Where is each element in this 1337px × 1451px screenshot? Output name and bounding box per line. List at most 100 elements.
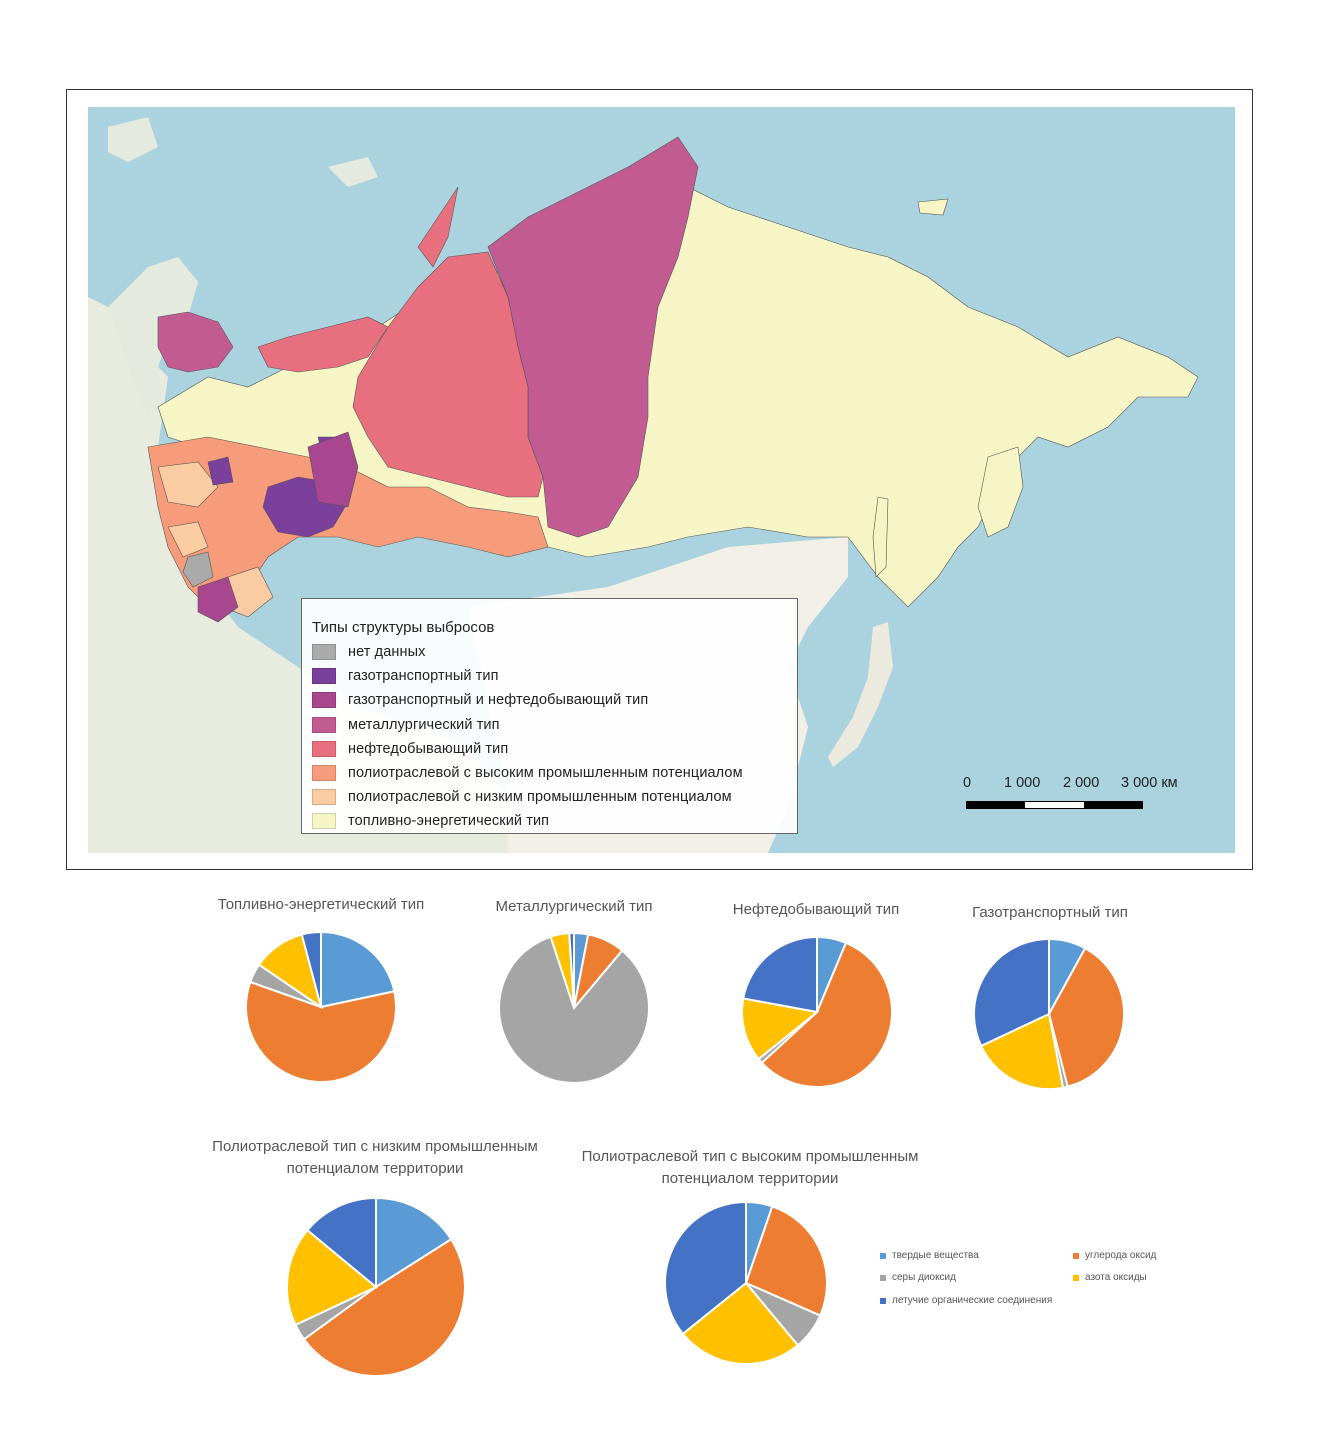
region-poly-low bbox=[157, 461, 219, 508]
pie-slice bbox=[973, 937, 1050, 1048]
island-novaya-zemlya bbox=[417, 186, 459, 268]
pie-title: Топливно-энергетический тип bbox=[217, 896, 425, 913]
scale-segment bbox=[1025, 802, 1084, 808]
legend-label: полиотраслевой с низким промышленным пот… bbox=[348, 789, 732, 806]
scale-label: 3 000 км bbox=[1121, 775, 1178, 791]
pie-slice bbox=[375, 1196, 453, 1289]
scale-label: 0 bbox=[963, 775, 972, 791]
legend-item-gas-transport: газотранспортный тип bbox=[312, 664, 797, 688]
pie-slice bbox=[249, 963, 322, 1008]
pie-3 bbox=[973, 937, 1125, 1090]
region-gas-transport-3 bbox=[207, 456, 234, 486]
land-japan bbox=[828, 622, 893, 767]
pie-slice bbox=[979, 1012, 1065, 1090]
pie-slice bbox=[245, 980, 397, 1083]
pie-slice bbox=[302, 1237, 466, 1377]
pie-legend-swatch bbox=[880, 1297, 886, 1304]
pie-slice bbox=[745, 1200, 774, 1284]
land-europe bbox=[88, 297, 508, 853]
pie-legend-swatch bbox=[1073, 1274, 1079, 1281]
legend-item-oil: нефтедобывающий тип bbox=[312, 737, 797, 761]
scale-label: 1 000 bbox=[1004, 775, 1041, 791]
island-wrangel bbox=[917, 198, 949, 216]
pie-slice bbox=[681, 1281, 800, 1365]
pie-legend-item: азота оксиды bbox=[1073, 1272, 1147, 1283]
pie-5 bbox=[664, 1200, 828, 1365]
pie-legend-item: твердые вещества bbox=[880, 1250, 979, 1261]
pie-slice bbox=[744, 1205, 828, 1317]
island-svalbard bbox=[108, 117, 158, 162]
pie-slice bbox=[286, 1228, 378, 1327]
pie-slice bbox=[741, 997, 820, 1061]
legend-swatch bbox=[312, 765, 336, 782]
legend-label: газотранспортный тип bbox=[348, 668, 499, 685]
island-franz-josef bbox=[328, 157, 378, 187]
pie-slice bbox=[573, 931, 590, 1009]
scale-segment bbox=[1083, 802, 1142, 808]
region-no-data bbox=[182, 551, 214, 588]
map-legend: Типы структуры выбросов нет данных газот… bbox=[301, 598, 798, 834]
legend-swatch bbox=[312, 716, 336, 733]
legend-swatch bbox=[312, 668, 336, 685]
pie-slice bbox=[1048, 937, 1087, 1015]
pie-title: Полиотраслевой тип с высоким промышленны… bbox=[581, 1148, 919, 1187]
pie-legend-label: серы диоксид bbox=[892, 1272, 956, 1283]
legend-label: полиотраслевой с высоким промышленным по… bbox=[348, 765, 743, 782]
scale-segment bbox=[967, 802, 1026, 808]
pie-0 bbox=[245, 930, 397, 1083]
legend-item-poly-high: полиотраслевой с высоким промышленным по… bbox=[312, 761, 797, 785]
pie-legend-swatch bbox=[1073, 1252, 1079, 1259]
legend-label: топливно-энергетический тип bbox=[348, 813, 550, 830]
legend-item-no-data: нет данных bbox=[312, 640, 797, 664]
pie-slice bbox=[294, 1286, 377, 1341]
pie-slice bbox=[816, 935, 848, 1013]
pie-title: Полиотраслевой тип с низким промышленным… bbox=[212, 1138, 538, 1177]
pie-slice bbox=[549, 932, 575, 1009]
pie-slice bbox=[320, 930, 396, 1009]
pie-legend-label: твердые вещества bbox=[892, 1250, 979, 1261]
region-kamchatka bbox=[977, 446, 1024, 538]
legend-item-gas-oil: газотранспортный и нефтедобывающий тип bbox=[312, 688, 797, 712]
region-oil bbox=[352, 251, 544, 498]
scale-label: 2 000 bbox=[1063, 775, 1100, 791]
pie-slice bbox=[742, 935, 818, 1014]
pie-legend-label: азота оксиды bbox=[1085, 1272, 1147, 1283]
region-sakhalin bbox=[872, 496, 889, 578]
pie-legend-item: летучие органические соединения bbox=[880, 1295, 1052, 1306]
region-gas-oil-2 bbox=[197, 576, 239, 623]
legend-swatch bbox=[312, 813, 336, 830]
pie-legend-item: серы диоксид bbox=[880, 1272, 956, 1283]
pie-slice bbox=[1048, 1013, 1069, 1089]
map-frame: Типы структуры выбросов нет данных газот… bbox=[66, 89, 1253, 870]
legend-label: нет данных bbox=[348, 644, 426, 661]
pie-legend-label: углерода оксид bbox=[1085, 1250, 1157, 1261]
legend-swatch bbox=[312, 789, 336, 806]
scale-bar-graphic bbox=[966, 801, 1143, 809]
legend-swatch bbox=[312, 644, 336, 661]
legend-item-poly-low: полиотраслевой с низким промышленным пот… bbox=[312, 785, 797, 809]
pie-4 bbox=[286, 1196, 466, 1377]
region-kola bbox=[157, 311, 234, 373]
pie-slice bbox=[306, 1196, 377, 1290]
region-poly-low-3 bbox=[167, 521, 209, 558]
pie-slice bbox=[664, 1200, 747, 1336]
pie-slice bbox=[257, 933, 323, 1010]
pie-slice bbox=[498, 935, 650, 1084]
pie-1 bbox=[498, 931, 650, 1084]
legend-swatch bbox=[312, 740, 336, 757]
pie-slice bbox=[757, 1011, 818, 1065]
pie-slice bbox=[568, 931, 575, 1009]
pie-legend-label: летучие органические соединения bbox=[892, 1295, 1053, 1306]
pie-slice bbox=[1047, 946, 1125, 1088]
pie-title: Газотранспортный тип bbox=[972, 904, 1128, 921]
legend-title: Типы структуры выбросов bbox=[312, 619, 495, 636]
region-gas-oil bbox=[307, 431, 359, 508]
pie-title: Нефтедобывающий тип bbox=[732, 901, 900, 918]
pie-legend-item: углерода оксид bbox=[1073, 1250, 1156, 1261]
region-oil-2 bbox=[257, 316, 389, 373]
pie-legend-swatch bbox=[880, 1252, 886, 1259]
pie-legend: твердые вещества углерода оксид серы дио… bbox=[880, 1246, 1200, 1316]
legend-label: металлургический тип bbox=[348, 716, 500, 733]
legend-label: нефтедобывающий тип bbox=[348, 740, 509, 757]
scale-bar: 0 1 000 2 000 3 000 км bbox=[960, 775, 1200, 815]
